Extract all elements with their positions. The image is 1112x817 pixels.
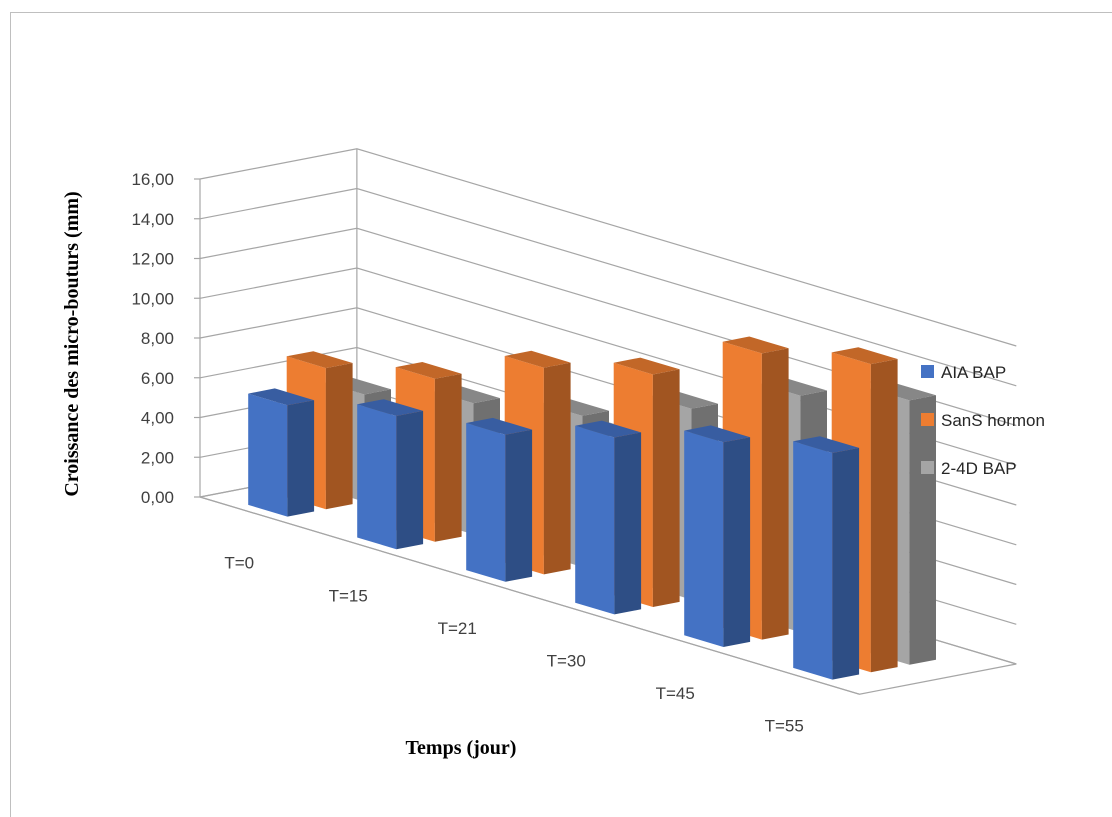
gridline (199, 227, 1017, 427)
legend-swatch (921, 365, 934, 378)
y-tick-labels: 0,00 2,00 4,00 6,00 8,00 10,00 12,00 14,00 16,00 (131, 170, 174, 507)
y-tick-label: 16,00 (131, 170, 174, 189)
bar-side-face (761, 348, 789, 640)
bar (575, 420, 642, 615)
bar-top-face (684, 425, 751, 443)
bar (248, 388, 315, 517)
bar-top-face (504, 350, 571, 368)
bar-front-face (466, 423, 506, 582)
bars (248, 336, 936, 680)
legend-swatch (921, 461, 934, 474)
bar-side-face (614, 432, 642, 615)
legend-label: SanS hormon (941, 411, 1045, 430)
x-tick-labels: T=0 T=15 T=21 T=30 T=45 T=55 (224, 554, 804, 736)
bar (793, 436, 860, 680)
bar-top-face (357, 399, 424, 416)
y-tick-label: 10,00 (131, 289, 174, 308)
gridline (199, 187, 1017, 387)
gridline (199, 148, 1017, 347)
y-tick-label: 14,00 (131, 210, 174, 229)
bar-side-face (434, 373, 462, 542)
bar-side-face (505, 429, 533, 582)
x-axis-line (199, 496, 860, 695)
bar-side-face (909, 395, 936, 665)
bar-front-face (248, 393, 288, 517)
bar-top-face (286, 351, 353, 369)
x-tick-label: T=30 (547, 652, 586, 671)
bar-side-face (723, 437, 751, 647)
bar-top-face (466, 417, 533, 435)
bar (357, 399, 424, 550)
bar-front-face (684, 430, 724, 647)
x-tick-label: T=55 (765, 717, 804, 736)
bar (684, 425, 751, 647)
y-tick-label: 6,00 (141, 369, 174, 388)
bar-side-face (543, 362, 571, 575)
bar-side-face (396, 410, 424, 550)
bar-top-face (613, 357, 680, 375)
bar-top-face (793, 436, 860, 453)
bar-top-face (722, 336, 789, 354)
x-axis-title: Temps (jour) (406, 737, 517, 759)
y-tick-label: 4,00 (141, 409, 174, 428)
bar-top-face (248, 388, 315, 406)
series-2 (286, 336, 898, 673)
bar-side-face (870, 359, 898, 673)
y-tick-label: 2,00 (141, 448, 174, 467)
bar-side-face (652, 369, 680, 607)
series-1 (248, 388, 860, 680)
bar-side-face (832, 447, 860, 680)
bar-front-face (793, 441, 833, 680)
bar (466, 417, 533, 582)
bar-side-face (287, 400, 315, 517)
y-tick-label: 12,00 (131, 250, 174, 269)
chart-frame (10, 12, 1112, 817)
bar-front-face (575, 425, 615, 615)
bar-side-face (325, 363, 353, 510)
bar-top-face (831, 347, 898, 365)
legend-swatch (921, 413, 934, 426)
y-tick-label: 8,00 (141, 329, 174, 348)
bar-top-face (575, 420, 642, 438)
bar-top-face (395, 362, 462, 379)
bar-front-face (357, 404, 397, 550)
legend: AIA BAP SanS hormon 2-4D BAP (921, 363, 1045, 478)
x-tick-label: T=21 (438, 619, 477, 638)
x-tick-label: T=0 (224, 554, 254, 573)
legend-label: AIA BAP (941, 363, 1006, 382)
y-axis-title: Croissance des micro-bouturs (mm) (61, 191, 83, 496)
legend-label: 2-4D BAP (941, 459, 1017, 478)
x-tick-label: T=45 (656, 684, 695, 703)
y-tick-label: 0,00 (141, 488, 174, 507)
x-tick-label: T=15 (329, 586, 368, 605)
